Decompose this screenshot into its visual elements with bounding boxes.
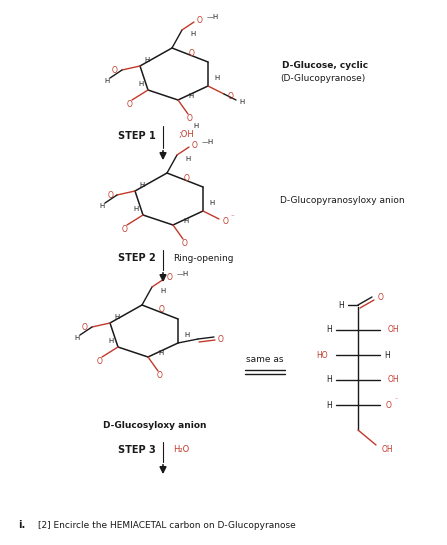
Text: H: H <box>114 314 119 320</box>
Text: ⁻: ⁻ <box>231 214 235 220</box>
Text: same as: same as <box>246 355 284 365</box>
Text: HO: HO <box>316 350 328 360</box>
Text: O: O <box>157 371 163 379</box>
Text: H: H <box>184 332 189 338</box>
Text: OH: OH <box>388 325 400 335</box>
Text: D-Glucopyranosyloxy anion: D-Glucopyranosyloxy anion <box>280 196 405 204</box>
Text: H: H <box>139 182 144 188</box>
Text: H: H <box>384 350 390 360</box>
Text: H: H <box>185 156 190 162</box>
Text: O: O <box>187 113 193 123</box>
Text: —H: —H <box>202 139 214 145</box>
Text: O: O <box>228 92 234 100</box>
Text: H: H <box>134 206 139 212</box>
Text: O: O <box>378 293 384 301</box>
Text: O: O <box>189 49 195 58</box>
Text: H: H <box>188 93 193 99</box>
Text: —H: —H <box>207 14 219 20</box>
Text: H: H <box>194 123 198 129</box>
Text: H: H <box>160 288 165 294</box>
Text: O: O <box>159 306 165 314</box>
Text: O: O <box>107 191 113 199</box>
Text: H: H <box>158 350 163 356</box>
Text: —H: —H <box>177 271 189 277</box>
Text: H: H <box>99 203 105 209</box>
Text: ;OH: ;OH <box>178 130 194 138</box>
Text: H: H <box>326 325 332 335</box>
Text: O: O <box>386 401 392 409</box>
Text: (D-Glucopyranose): (D-Glucopyranose) <box>280 74 365 82</box>
Text: H: H <box>109 338 114 344</box>
Text: H: H <box>105 78 110 84</box>
Text: H: H <box>144 57 149 63</box>
Text: O: O <box>112 65 118 75</box>
Text: H: H <box>74 335 80 341</box>
Text: O: O <box>192 141 198 149</box>
Text: O: O <box>82 323 88 331</box>
Text: STEP 1: STEP 1 <box>118 131 156 141</box>
Text: STEP 2: STEP 2 <box>118 253 156 263</box>
Text: O: O <box>167 272 173 282</box>
Text: O: O <box>218 335 224 343</box>
Text: H₂O: H₂O <box>173 445 189 453</box>
Text: H: H <box>214 75 219 81</box>
Text: H: H <box>338 300 344 310</box>
Text: H: H <box>139 81 144 87</box>
Text: O: O <box>127 100 133 108</box>
Text: H: H <box>190 31 195 37</box>
Text: D-Glucosyloxy anion: D-Glucosyloxy anion <box>103 421 207 429</box>
Text: OH: OH <box>382 445 394 453</box>
Text: O: O <box>197 15 203 25</box>
Text: [2] Encircle the HEMIACETAL carbon on D-Glucopyranose: [2] Encircle the HEMIACETAL carbon on D-… <box>38 520 296 530</box>
Text: i.: i. <box>18 520 25 530</box>
Text: H: H <box>326 376 332 385</box>
Text: O: O <box>122 225 128 233</box>
Text: ⁻: ⁻ <box>395 398 398 403</box>
Text: O: O <box>223 216 229 226</box>
Text: D-Glucose, cyclic: D-Glucose, cyclic <box>282 60 368 70</box>
Text: H: H <box>183 218 188 224</box>
Text: O: O <box>184 173 190 183</box>
Text: O: O <box>97 356 103 366</box>
Text: STEP 3: STEP 3 <box>118 445 156 455</box>
Text: O: O <box>182 239 188 247</box>
Text: OH: OH <box>388 376 400 385</box>
Text: H: H <box>239 99 244 105</box>
Text: H: H <box>209 200 214 206</box>
Text: H: H <box>326 401 332 409</box>
Text: Ring-opening: Ring-opening <box>173 253 233 263</box>
